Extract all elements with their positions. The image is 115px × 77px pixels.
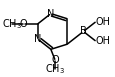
Text: B: B bbox=[79, 26, 86, 36]
Text: O: O bbox=[51, 55, 59, 65]
Text: CH$_3$: CH$_3$ bbox=[45, 62, 65, 76]
Text: OH: OH bbox=[95, 17, 109, 27]
Text: N: N bbox=[34, 34, 41, 44]
Text: N: N bbox=[47, 9, 54, 19]
Text: CH$_3$: CH$_3$ bbox=[2, 17, 22, 31]
Text: O: O bbox=[20, 19, 27, 29]
Text: OH: OH bbox=[95, 36, 109, 46]
